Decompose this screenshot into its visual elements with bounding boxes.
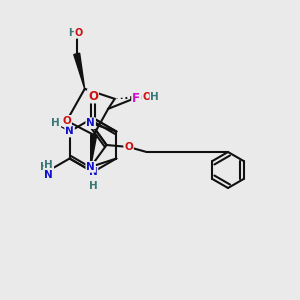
Text: H: H (51, 118, 60, 128)
Text: O: O (142, 92, 151, 102)
Text: O: O (88, 89, 98, 103)
Text: N: N (88, 167, 98, 177)
Text: N: N (65, 127, 74, 136)
Polygon shape (91, 135, 97, 167)
Text: H: H (68, 28, 76, 38)
Text: N: N (44, 169, 53, 179)
Polygon shape (74, 53, 85, 89)
Text: H: H (40, 163, 49, 172)
Text: O: O (75, 28, 83, 38)
Text: H: H (150, 92, 159, 102)
Text: N: N (86, 118, 95, 128)
Text: H: H (44, 160, 53, 170)
Text: N: N (86, 162, 95, 172)
Text: O: O (62, 116, 71, 126)
Text: N: N (46, 170, 55, 181)
Text: H: H (88, 181, 98, 191)
Text: O: O (124, 142, 133, 152)
Text: F: F (132, 92, 140, 105)
